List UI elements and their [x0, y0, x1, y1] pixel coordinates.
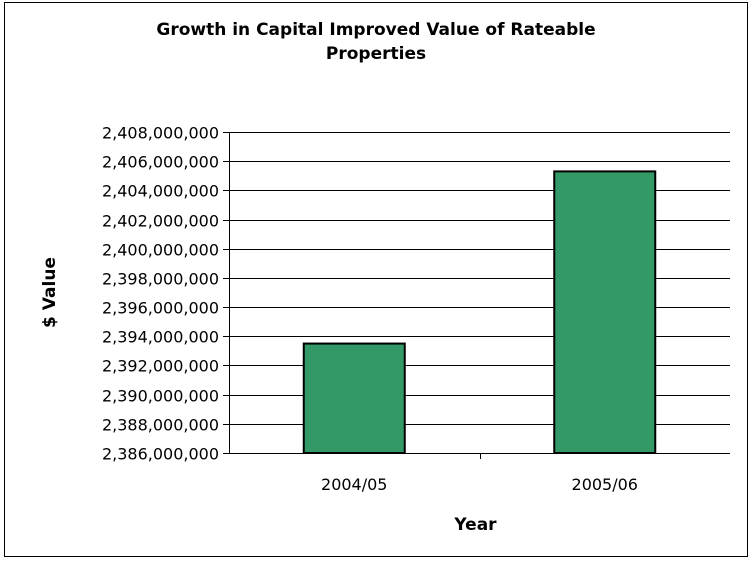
y-tick-label: 2,400,000,000 [102, 241, 219, 260]
bar [302, 342, 406, 454]
x-tick-label: 2004/05 [321, 475, 387, 494]
y-tick-label: 2,390,000,000 [102, 387, 219, 406]
y-tick-label: 2,408,000,000 [102, 124, 219, 143]
y-tick-label: 2,388,000,000 [102, 416, 219, 435]
y-axis-label: $ Value [40, 257, 60, 328]
x-axis-label: Year [453, 515, 497, 535]
y-tick-label: 2,396,000,000 [102, 299, 219, 318]
y-tick-label: 2,386,000,000 [102, 445, 219, 464]
bars [302, 170, 657, 455]
axes [223, 132, 730, 454]
y-tick-labels: 2,386,000,000 2,388,000,000 2,390,000,000 2… [102, 124, 219, 464]
y-tick-label: 2,392,000,000 [102, 357, 219, 376]
chart-title: Growth in Capital Improved Value of Rate… [0, 18, 752, 66]
y-tick-label: 2,398,000,000 [102, 270, 219, 289]
bar [553, 170, 657, 455]
chart-title-line-1: Growth in Capital Improved Value of Rate… [156, 20, 596, 40]
y-tick-label: 2,402,000,000 [102, 212, 219, 231]
y-tick-label: 2,406,000,000 [102, 153, 219, 172]
x-tick-label: 2005/06 [572, 475, 638, 494]
x-tick-labels: 2004/05 2005/06 [321, 475, 638, 494]
y-tick-label: 2,394,000,000 [102, 328, 219, 347]
chart-title-line-2: Properties [325, 44, 427, 64]
y-tick-label: 2,404,000,000 [102, 182, 219, 201]
